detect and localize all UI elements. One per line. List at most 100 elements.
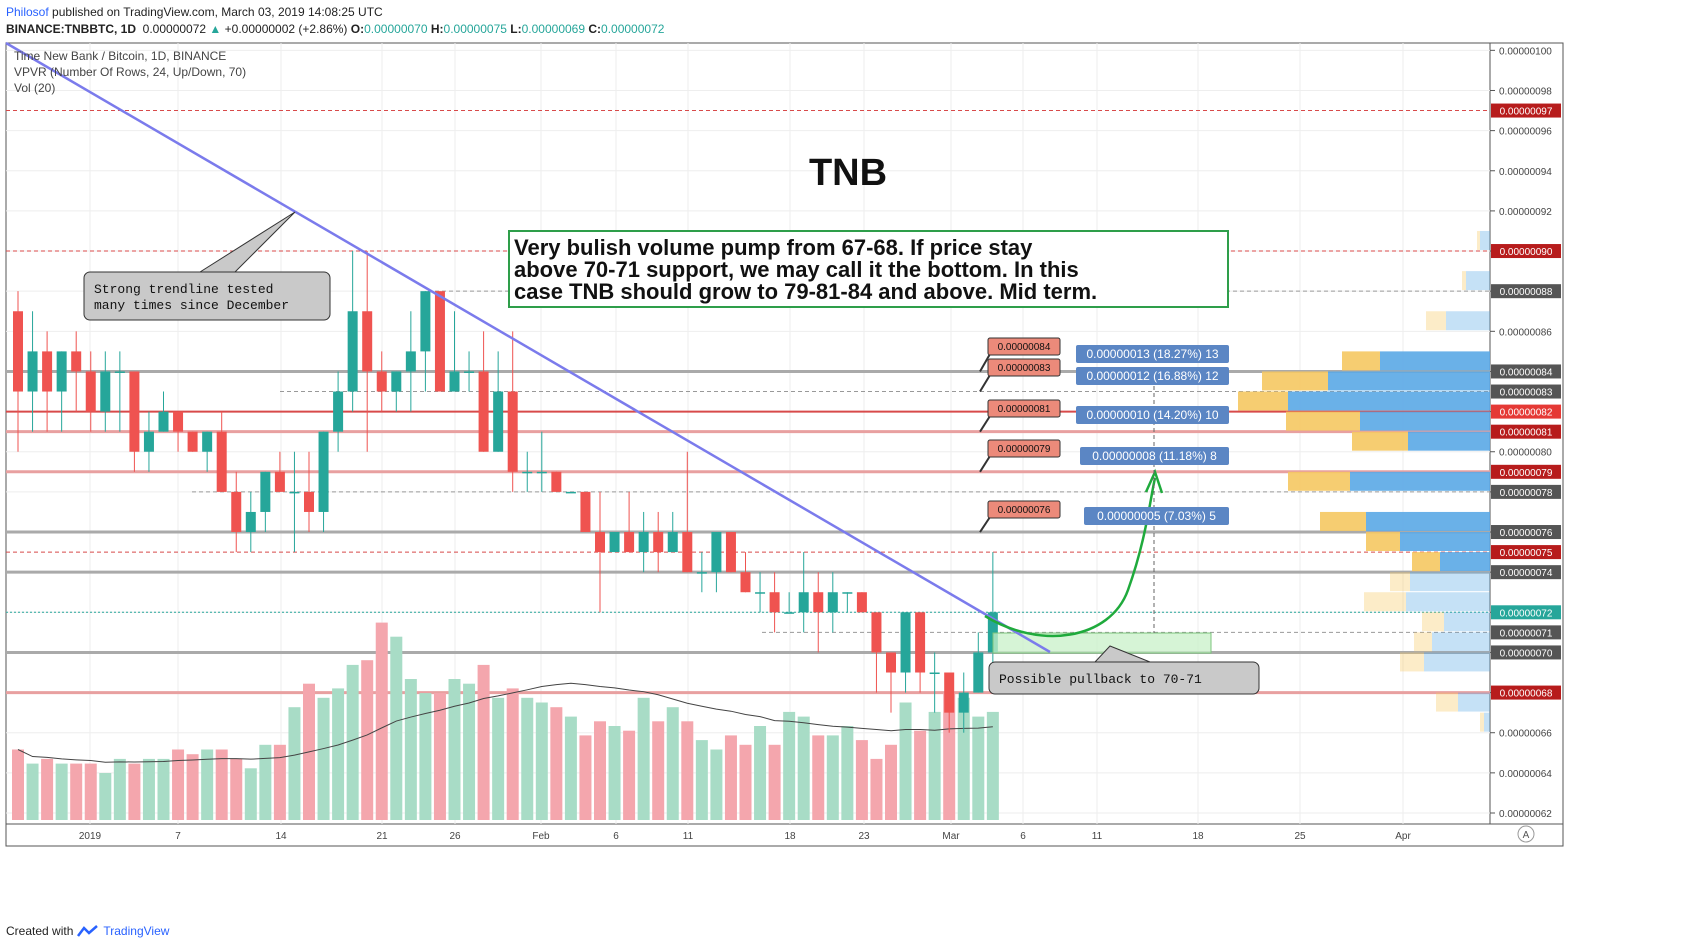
price-label-bg (1491, 424, 1561, 439)
candle-body (987, 612, 998, 653)
low-label: L: (510, 22, 522, 36)
pullback-callout-box (988, 661, 1260, 695)
volume-bar (521, 697, 534, 820)
candle-body (13, 311, 23, 392)
trendline-note-line-1: Strong trendline tested (94, 282, 273, 297)
range-label: 0.00000013 (18.27%) 13 (1086, 347, 1218, 361)
volume-bar (826, 735, 839, 820)
time-axis[interactable] (5, 823, 1564, 847)
chart-pane[interactable] (5, 42, 1491, 825)
vp-down-bar (1462, 271, 1466, 291)
candle-body (580, 491, 591, 533)
price-label-bg (1491, 404, 1561, 419)
candle-body (522, 471, 533, 474)
candle-body (813, 592, 824, 613)
candle-body (318, 431, 329, 512)
candle-body (653, 532, 664, 553)
volume-bar (12, 749, 24, 820)
volume-bar (201, 749, 214, 820)
auto-scale-label[interactable]: A (1523, 830, 1530, 841)
range-label-bg (1076, 345, 1229, 363)
vp-up-bar (1328, 371, 1490, 391)
candle-body (143, 431, 154, 452)
vp-down-bar (1422, 612, 1444, 632)
x-tick-label: Feb (532, 831, 550, 842)
volume-bars (12, 622, 999, 820)
vp-down-bar (1286, 411, 1360, 431)
tradingview-brand[interactable]: TradingView (103, 924, 170, 938)
volume-bar (739, 744, 752, 820)
vp-down-bar (1288, 471, 1350, 491)
target-flags: 0.00000084 0.00000083 0.00000081 0.00000079… (979, 337, 1061, 533)
candle-body (158, 411, 169, 432)
price-label: 0.00000071 (1500, 628, 1553, 639)
volume-ma-line (17, 682, 993, 763)
main-note-line-2: above 70-71 support, we may call it the … (514, 257, 1079, 282)
range-label-bg (1084, 507, 1229, 525)
candle-body (187, 431, 198, 452)
volume-profile (1238, 230, 1490, 732)
x-tick-label: 25 (1294, 831, 1306, 842)
price-labels: 0.00000097 0.00000090 0.00000088 0.00000084… (1491, 103, 1561, 700)
candle-body (100, 371, 111, 412)
y-tick-label: 0.00000092 (1499, 207, 1552, 218)
volume-bar (855, 740, 868, 820)
volume-bar (637, 697, 650, 820)
candle-body (915, 612, 926, 673)
x-tick-label: Apr (1395, 831, 1411, 842)
price-label: 0.00000074 (1500, 568, 1553, 579)
support-zone (992, 632, 1212, 654)
candle-body (944, 672, 955, 713)
ohlc-header: BINANCE:TNBBTC, 1D 0.00000072 ▲ +0.00000… (6, 22, 665, 36)
price-label: 0.00000078 (1500, 488, 1553, 499)
price-label-bg (1491, 384, 1561, 399)
candle-body (856, 592, 867, 613)
candle-body (56, 351, 67, 392)
volume-bar (710, 749, 723, 820)
candle-body (507, 391, 518, 472)
candle-body (638, 532, 649, 553)
volume-bar (375, 622, 388, 820)
volume-bar (433, 693, 446, 820)
candle-body (216, 431, 227, 492)
volume-bar (70, 763, 83, 820)
x-tick-label: 11 (1092, 831, 1103, 842)
flag-pointer (979, 455, 991, 473)
flag-label: 0.00000084 (998, 342, 1051, 353)
volume-bar (899, 702, 912, 820)
volume-bar (346, 664, 359, 820)
volume-bar (215, 749, 228, 820)
price-label: 0.00000072 (1500, 608, 1553, 619)
candle-body (449, 371, 460, 392)
price-label: 0.00000088 (1500, 287, 1553, 298)
price-label-bg (1491, 284, 1561, 299)
volume-bar (99, 773, 112, 820)
auto-scale-button[interactable] (1517, 825, 1535, 843)
vp-up-bar (1424, 652, 1490, 672)
candle-body (871, 612, 882, 653)
candle-body (711, 532, 722, 573)
footer: Created with TradingView (6, 924, 169, 938)
chart-title: TNB (809, 152, 887, 194)
price-label-bg (1491, 244, 1561, 259)
vp-up-bar (1484, 712, 1490, 732)
author-link[interactable]: Philosof (6, 5, 49, 19)
vp-up-bar (1480, 230, 1490, 250)
x-tick-label: 11 (683, 831, 694, 842)
vp-up-bar (1288, 391, 1490, 411)
flag-box (987, 399, 1061, 418)
price-label-bg (1491, 464, 1561, 479)
vp-down-bar (1342, 351, 1380, 371)
price-label-bg (1491, 484, 1561, 499)
volume-bar (259, 744, 272, 820)
vp-up-bar (1408, 431, 1490, 451)
vp-up-bar (1410, 572, 1490, 592)
volume-bar (681, 721, 694, 820)
volume-bar (885, 744, 897, 820)
range-labels: 0.00000013 (18.27%) 13 0.00000012 (16.88%… (1076, 345, 1229, 525)
range-label-bg (1080, 447, 1229, 465)
candle-body (740, 572, 751, 593)
flag-pointer (979, 415, 991, 433)
candle-body (245, 511, 256, 533)
